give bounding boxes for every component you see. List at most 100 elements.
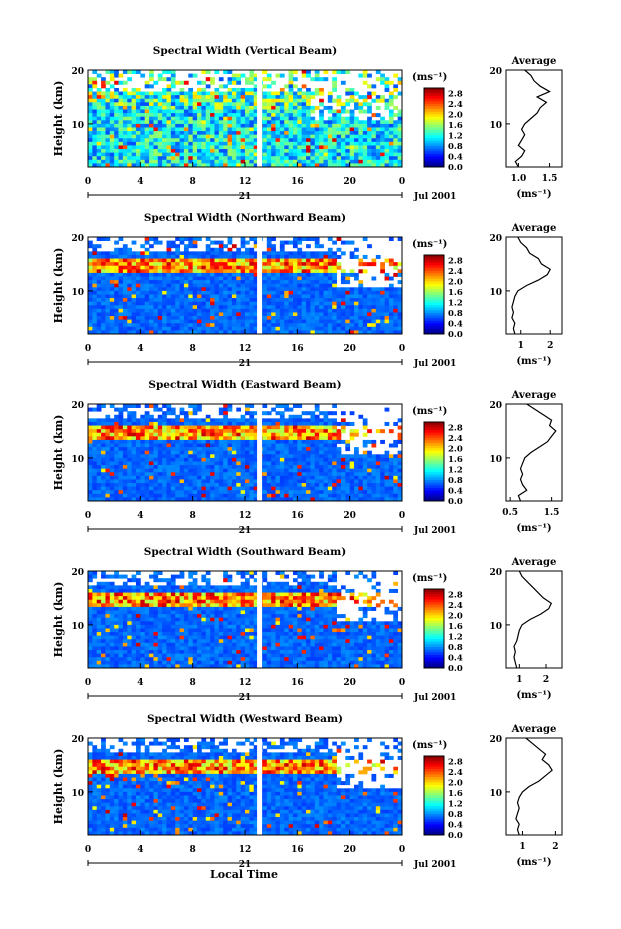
heatmap-cell [105,447,111,452]
heatmap-cell [266,145,272,150]
heatmap-cell [214,472,220,477]
heatmap-cell [253,156,259,161]
heatmap-cell [354,432,359,437]
heatmap-cell [323,447,329,452]
colorbar-swatch [424,135,444,139]
heatmap-cell [162,77,167,82]
heatmap-cell [271,486,276,491]
heatmap-cell [96,330,102,335]
heatmap-cell [362,138,368,143]
heatmap-cell [170,251,176,256]
heatmap-cell [92,70,98,74]
heatmap-cell [266,443,272,448]
heatmap-cell [240,461,246,466]
heatmap-cell [275,425,281,430]
heatmap-cell [358,145,364,150]
heatmap-cell [149,323,154,328]
heatmap-cell [336,316,342,321]
heatmap-cell [122,461,128,466]
heatmap-cell [367,457,372,462]
heatmap-cell [271,472,276,477]
heatmap-cell [249,316,255,321]
heatmap-cell [319,479,324,484]
heatmap-cell [380,461,385,466]
heatmap-cell [266,439,272,444]
heatmap-cell [183,91,189,96]
heatmap-cell [149,436,154,441]
heatmap-cell [323,258,329,263]
heatmap-cell [105,80,111,85]
heatmap-cell [223,432,228,437]
heatmap-cell [118,308,124,313]
heatmap-cell [144,287,150,292]
heatmap-cell [340,312,346,317]
heatmap-cell [131,98,137,103]
heatmap-cell [266,465,272,470]
heatmap-cell [153,149,159,154]
heatmap-cell [92,457,98,462]
heatmap-cell [109,272,115,277]
heatmap-cell [301,95,307,100]
heatmap-cell [327,287,333,292]
heatmap-cell [301,272,307,277]
heatmap-cell [349,163,355,168]
heatmap-cell [327,247,333,252]
heatmap-cell [166,84,172,89]
heatmap-cell [245,305,250,310]
heatmap-cell [240,145,246,150]
heatmap-cell [135,472,141,477]
heatmap-cell [127,287,133,292]
heatmap-cell [214,91,220,96]
heatmap-cell [388,149,394,154]
heatmap-cell [170,254,176,259]
heatmap-cell [332,475,337,480]
heatmap-cell [384,152,390,157]
heatmap-cell [284,159,290,164]
heatmap-cell [310,127,316,132]
heatmap-cell [88,486,93,491]
heatmap-cell [101,439,106,444]
heatmap-cell [153,439,159,444]
heatmap-cell [314,269,320,274]
heatmap-cell [127,404,133,408]
heatmap-cell [166,269,172,274]
heatmap-cell [127,262,133,267]
heatmap-cell [140,457,146,462]
heatmap-cell [175,120,180,125]
heatmap-cell [332,152,337,157]
heatmap-cell [380,123,385,128]
heatmap-cell [197,450,202,455]
heatmap-cell [170,298,176,303]
heatmap-cell [297,123,303,128]
heatmap-cell [271,109,276,114]
heatmap-cell [306,479,311,484]
heatmap-cell [249,237,255,241]
heatmap-cell [266,436,272,441]
heatmap-cell [306,145,311,150]
heatmap-cell [118,123,124,128]
heatmap-cell [105,156,111,161]
heatmap-cell [114,418,119,423]
heatmap-cell [223,457,228,462]
heatmap-cell [266,95,272,100]
heatmap-cell [249,450,255,455]
heatmap-cell [340,145,346,150]
heatmap-cell [384,468,390,473]
heatmap-cell [288,447,294,452]
heatmap-cell [183,145,189,150]
heatmap-cell [118,280,124,285]
heatmap-cell [240,475,246,480]
heatmap-cell [236,149,242,154]
heatmap-cell [271,138,276,143]
heatmap-cell [362,120,368,125]
heatmap-cell [192,131,198,136]
heatmap-cell [218,305,224,310]
heatmap-cell [292,472,298,477]
heatmap-cell [109,418,115,423]
heatmap-cell [153,429,159,434]
heatmap-cell [306,439,311,444]
heatmap-cell [205,109,211,114]
heatmap-cell [371,276,377,281]
heatmap-cell [114,240,119,245]
heatmap-cell [336,102,342,107]
